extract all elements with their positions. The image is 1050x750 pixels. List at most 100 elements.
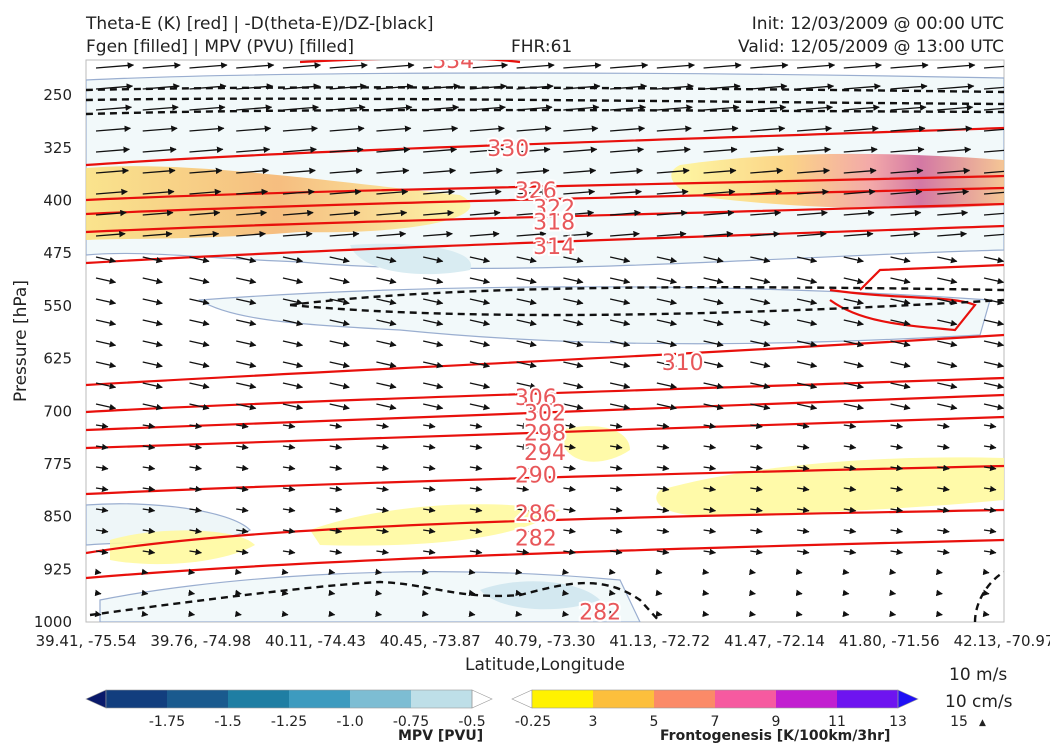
wind-vector	[516, 104, 553, 111]
wind-vector	[983, 298, 1004, 306]
wind-vector	[748, 589, 756, 597]
wind-vector	[282, 167, 316, 175]
wind-vector	[95, 485, 109, 493]
wind-vector	[282, 62, 322, 69]
wind-vector	[656, 443, 670, 451]
wind-vector	[797, 83, 835, 90]
wind-vector	[516, 83, 554, 90]
wind-vector	[937, 319, 958, 327]
wind-vector	[843, 443, 857, 451]
mpv-mid-darker	[350, 243, 472, 275]
wind-vector	[282, 209, 314, 217]
wind-vector	[796, 277, 818, 285]
wind-vector	[563, 62, 602, 69]
wind-vector	[516, 62, 555, 69]
wind-vector	[703, 464, 717, 472]
wind-vector	[95, 443, 109, 451]
wind-vector	[142, 256, 163, 264]
wind-vector	[95, 298, 117, 306]
fgen-colorbar-segment	[837, 690, 899, 708]
wind-vector	[797, 104, 834, 111]
wind-vector	[329, 167, 363, 175]
wind-vector	[890, 298, 911, 306]
wind-vector	[95, 548, 109, 556]
wind-vector	[890, 340, 911, 348]
wind-vector	[95, 256, 117, 264]
wind-vector	[843, 319, 864, 327]
wind-vector	[656, 422, 670, 430]
wind-vector	[750, 527, 763, 535]
wind-vector	[282, 485, 296, 493]
wind-vector	[329, 464, 343, 472]
wind-vector	[610, 125, 646, 132]
wind-vector	[141, 589, 149, 597]
wind-vector	[609, 340, 631, 348]
wind-vector	[142, 62, 181, 69]
wind-vector	[797, 188, 829, 196]
wind-vector	[610, 209, 641, 217]
wind-vector	[842, 589, 850, 597]
wind-vector	[236, 422, 249, 430]
wind-vector	[189, 319, 210, 327]
wind-vector	[142, 464, 156, 472]
wind-vector	[937, 422, 950, 430]
wind-vector	[423, 422, 436, 430]
wind-vector	[563, 527, 576, 535]
wind-vector	[890, 256, 911, 264]
wind-vector	[610, 527, 623, 535]
wind-vector	[142, 422, 156, 430]
wind-vector	[937, 443, 950, 451]
wind-vector	[236, 340, 257, 348]
wind-vector	[469, 485, 483, 493]
wind-vector	[236, 527, 249, 535]
x-tick-label: 41.47, -72.14	[724, 632, 825, 650]
wind-vector	[142, 83, 180, 90]
wind-vector	[375, 589, 383, 597]
wind-vector	[609, 403, 631, 411]
wind-vector	[843, 298, 864, 306]
wind-vector	[843, 464, 857, 472]
wind-vector	[468, 589, 476, 597]
wind-vector	[608, 589, 616, 597]
wind-vector	[189, 361, 210, 369]
wind-vector	[750, 403, 771, 411]
wind-vectors	[94, 62, 1004, 618]
wind-vector	[609, 319, 631, 327]
wind-vector	[890, 167, 924, 175]
wind-vector	[609, 256, 631, 264]
wind-vector	[562, 610, 569, 618]
wind-vector	[702, 589, 710, 597]
wind-vector	[189, 256, 210, 264]
theta-e-contour-label: 318	[533, 211, 575, 236]
wind-vector	[236, 485, 249, 493]
wind-vector	[515, 568, 523, 576]
wind-vector	[843, 403, 864, 411]
mpv-colorbar-tick-label: -0.25	[515, 714, 551, 730]
theta-e-contour-label: 302	[524, 402, 566, 427]
wind-vector	[655, 568, 663, 576]
fgen-colorbar-max-triangle	[897, 689, 919, 709]
wind-vector	[610, 167, 643, 175]
wind-vector	[421, 610, 429, 618]
scale-speed-label: 10 m/s	[949, 665, 1008, 685]
wind-vector	[750, 230, 781, 238]
wind-vector	[95, 167, 129, 175]
wind-vector	[890, 361, 911, 369]
mpv-colorbar-segment	[228, 690, 290, 708]
wind-vector	[423, 83, 461, 90]
wind-vector	[937, 485, 950, 493]
wind-vector	[468, 568, 476, 576]
wind-vector	[142, 548, 156, 556]
wind-vector	[656, 382, 677, 390]
wind-vector	[329, 319, 350, 327]
wind-vector	[656, 230, 687, 238]
wind-vector	[95, 382, 117, 390]
wind-vector	[423, 443, 436, 451]
init-time: Init: 12/03/2009 @ 00:00 UTC	[751, 14, 1004, 34]
wind-vector	[889, 589, 897, 597]
wind-vector	[236, 83, 274, 90]
wind-vector	[563, 298, 584, 306]
wind-vector	[329, 230, 360, 238]
wind-vector	[329, 485, 343, 493]
